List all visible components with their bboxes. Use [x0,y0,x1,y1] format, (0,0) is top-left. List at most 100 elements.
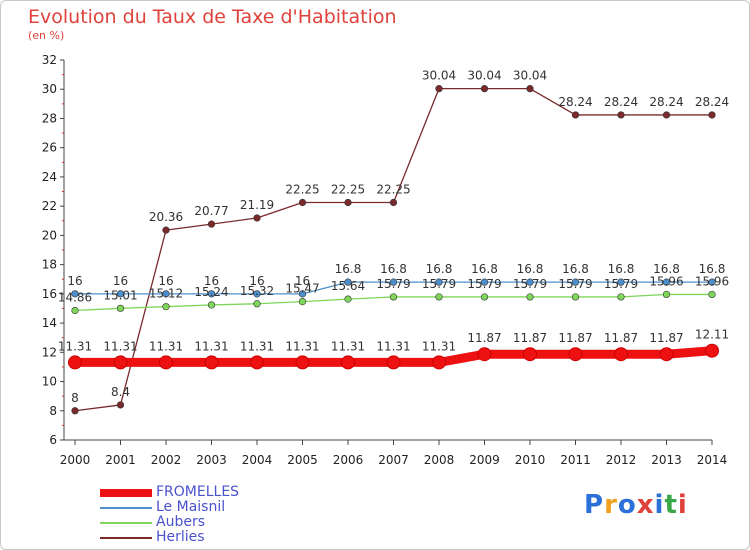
data-point [341,355,355,370]
data-point [477,347,492,362]
data-label: 16 [204,274,219,288]
data-point [705,343,719,358]
data-label: 15.24 [194,285,228,299]
y-tick-label: 14 [42,316,57,330]
data-label: 16.8 [517,262,544,276]
data-point [571,278,580,286]
data-label: 8 [71,391,79,405]
x-tick-label: 2001 [105,453,136,467]
data-point [662,290,671,299]
x-tick-label: 2010 [515,453,546,467]
data-point [526,293,534,301]
data-label: 11.87 [467,331,501,345]
data-label: 11.87 [649,331,683,345]
data-point [435,278,443,286]
data-point [71,407,79,415]
data-label: 28.24 [558,95,592,109]
data-label: 12.11 [695,328,729,342]
data-label: 20.36 [149,210,183,224]
data-label: 15.12 [149,287,183,301]
logo-letter: x [636,490,655,520]
data-point [614,347,628,362]
y-tick-label: 6 [49,433,57,447]
x-tick-label: 2008 [424,453,455,467]
data-point [253,290,261,298]
data-label: 22.25 [331,183,365,197]
data-label: 15.79 [513,277,547,291]
data-point [523,347,537,362]
data-point [116,304,125,312]
data-label: 11.31 [149,339,183,353]
data-point [526,85,534,93]
data-point [662,111,671,119]
data-label: 11.31 [376,339,410,353]
data-label: 16.8 [471,262,498,276]
data-point [253,300,261,308]
data-label: 16.8 [562,262,589,276]
data-point [389,293,398,301]
data-label: 15.79 [558,277,592,291]
data-label: 15.96 [695,274,729,288]
data-label: 11.87 [513,331,547,345]
data-point [207,220,216,228]
data-point [568,347,583,362]
data-point [617,111,625,119]
data-point [659,347,674,362]
legend-label: Herlies [156,529,205,545]
data-label: 11.31 [58,339,92,353]
data-point [386,355,401,370]
data-label: 16.8 [699,262,726,276]
data-label: 30.04 [513,69,547,83]
y-tick-label: 32 [42,53,57,67]
data-point [71,290,79,298]
legend-swatch [100,507,152,509]
logo-letter: i [654,490,665,520]
data-label: 15.96 [649,274,683,288]
data-point [162,290,170,298]
x-tick-label: 2000 [60,453,91,467]
y-tick-label: 30 [42,82,57,96]
data-point [617,293,625,301]
data-label: 8.4 [111,385,130,399]
data-label: 30.04 [467,69,501,83]
data-point [116,290,125,298]
data-point [435,293,443,301]
x-tick-label: 2005 [287,453,318,467]
data-point [71,306,79,315]
data-label: 15.32 [240,284,274,298]
data-point [298,290,307,298]
data-label: 15.79 [422,277,456,291]
data-label: 15.64 [331,279,365,293]
data-point [480,293,489,301]
data-point [298,198,307,207]
legend-label: Aubers [156,514,205,530]
chart-title: Evolution du Taux de Taxe d'Habitation [28,6,397,28]
data-point [207,301,216,309]
data-point [207,290,216,298]
legend-swatch [100,537,152,539]
data-point [253,214,261,222]
data-point [298,297,307,306]
data-label: 22.25 [376,183,410,197]
data-point [250,355,264,370]
data-label: 28.24 [695,95,729,109]
data-label: 30.04 [422,69,456,83]
x-tick-label: 2007 [378,453,409,467]
legend-label: FROMELLES [156,484,240,500]
data-point [662,278,671,286]
data-point [571,111,580,119]
x-tick-label: 2012 [606,453,637,467]
y-tick-label: 28 [42,111,57,125]
data-point [480,278,489,286]
x-tick-label: 2011 [560,453,591,467]
data-label: 15.47 [285,282,319,296]
y-tick-label: 20 [42,228,57,242]
data-point [389,198,398,207]
data-point [571,293,580,301]
data-point [435,85,443,93]
data-label: 28.24 [604,95,638,109]
data-point [204,355,219,370]
data-label: 11.87 [604,331,638,345]
y-tick-label: 8 [49,404,57,418]
